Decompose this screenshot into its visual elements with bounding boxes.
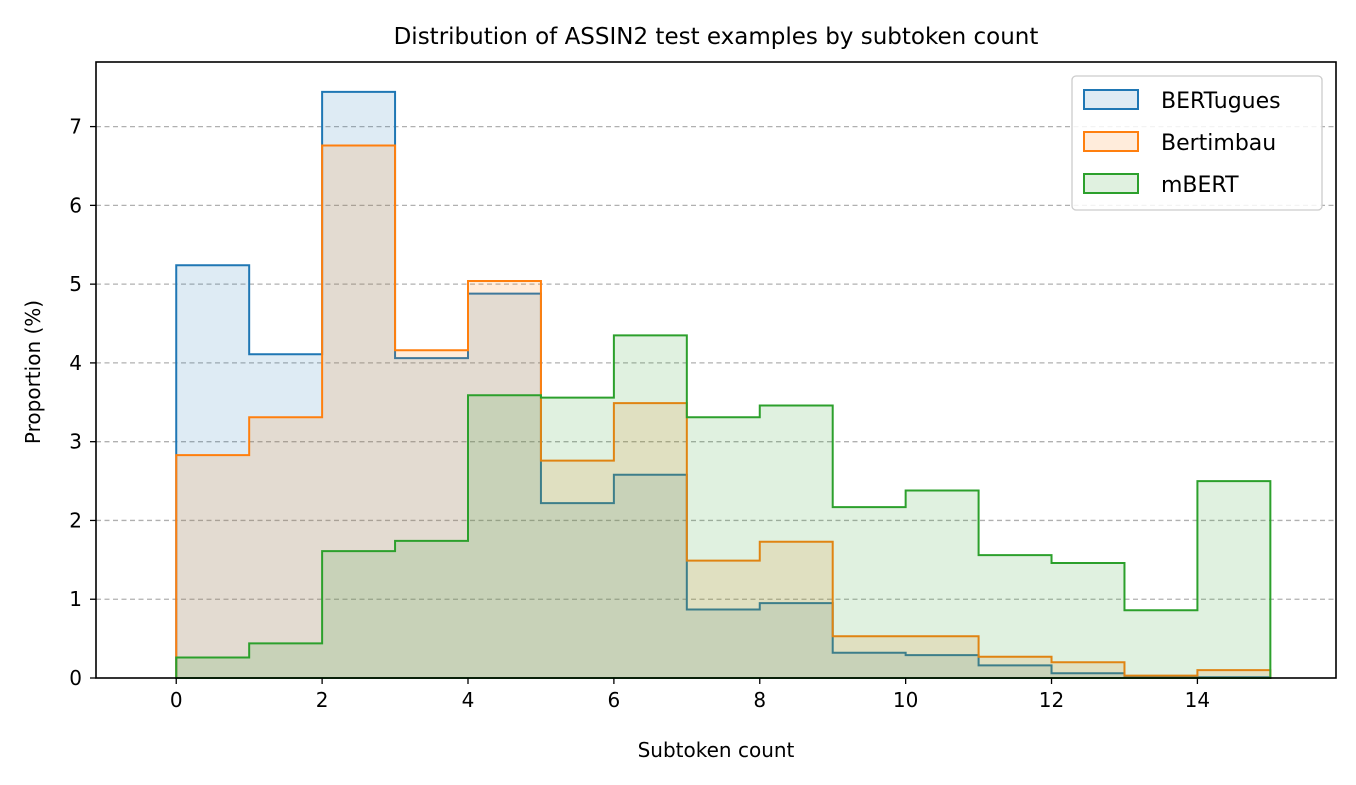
- series-step-line: [175, 144, 1272, 679]
- chart-title: Distribution of ASSIN2 test examples by …: [394, 24, 1039, 50]
- x-tick-label: 4: [462, 688, 475, 712]
- series-area: [176, 145, 1271, 678]
- x-axis-label: Subtoken count: [638, 738, 795, 762]
- series-step-line: [175, 334, 1272, 679]
- y-axis-label: Proportion (%): [21, 300, 45, 444]
- legend-swatch: [1083, 89, 1139, 110]
- y-tick-label: 3: [69, 430, 82, 454]
- legend-label: Bertimbau: [1161, 131, 1276, 156]
- legend-label: mBERT: [1161, 173, 1239, 198]
- series-area: [176, 335, 1271, 678]
- x-axis-ticks: 0 2 4 6 8 10 12 14: [170, 678, 1210, 712]
- legend-item-bertugues: BERTugues: [1083, 89, 1281, 114]
- y-tick-label: 2: [69, 508, 82, 532]
- y-tick-label: 7: [69, 115, 82, 139]
- legend-label: BERTugues: [1161, 89, 1281, 114]
- x-tick-label: 0: [170, 688, 183, 712]
- legend-swatch: [1083, 173, 1139, 194]
- x-tick-label: 10: [893, 688, 918, 712]
- series-mbert: [175, 334, 1272, 679]
- y-tick-label: 0: [69, 666, 82, 690]
- y-tick-label: 5: [69, 272, 82, 296]
- x-tick-label: 14: [1185, 688, 1210, 712]
- y-tick-label: 4: [69, 351, 82, 375]
- legend-item-mbert: mBERT: [1083, 173, 1239, 198]
- legend-item-bertimbau: Bertimbau: [1083, 131, 1276, 156]
- x-tick-label: 8: [753, 688, 766, 712]
- series-area: [176, 91, 1271, 679]
- y-axis-ticks: 0 1 2 3 4 5 6 7: [69, 115, 96, 690]
- plot-area-frame: [95, 61, 1337, 679]
- histogram-series: [175, 90, 1272, 679]
- series-bertimbau: [175, 144, 1272, 679]
- x-tick-label: 12: [1039, 688, 1064, 712]
- y-tick-label: 6: [69, 193, 82, 217]
- x-tick-label: 6: [608, 688, 621, 712]
- x-tick-label: 2: [316, 688, 329, 712]
- y-tick-label: 1: [69, 587, 82, 611]
- legend-swatch: [1083, 131, 1139, 152]
- legend: BERTugues Bertimbau mBERT: [1071, 75, 1323, 211]
